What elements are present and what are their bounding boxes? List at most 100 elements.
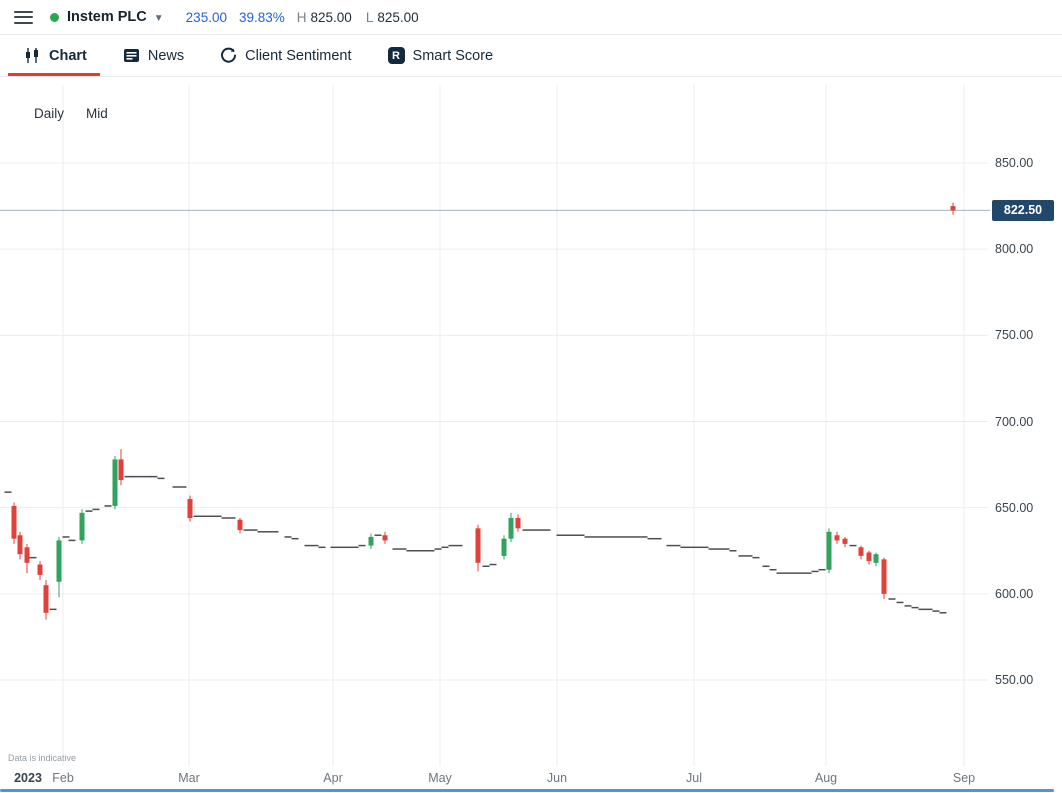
tab-client-sentiment-label: Client Sentiment	[245, 47, 352, 64]
tab-news-label: News	[147, 47, 185, 64]
candle-down	[866, 552, 872, 562]
timeframe-button[interactable]: Daily	[34, 106, 65, 121]
doji-candle	[522, 529, 530, 531]
doji-candle	[157, 477, 165, 480]
doji-candle	[563, 534, 571, 536]
doji-candle	[680, 546, 688, 549]
y-axis-label: 850.00	[995, 156, 1034, 170]
doji-candle	[207, 515, 215, 518]
doji-candle	[85, 510, 93, 512]
doji-candle	[598, 536, 606, 538]
top-bar: Instem PLC ▼ 235.00 39.83% H 825.00 L 825.…	[0, 0, 1062, 35]
doji-candle	[291, 537, 299, 540]
client-sentiment-icon	[220, 47, 237, 64]
doji-candle	[708, 548, 716, 550]
y-axis-label: 600.00	[995, 586, 1034, 601]
doji-candle	[228, 517, 236, 519]
tab-smart-score-label: Smart Score	[412, 47, 494, 64]
doji-candle	[591, 536, 599, 538]
doji-candle	[250, 529, 258, 531]
doji-candle	[911, 606, 919, 609]
doji-candle	[939, 612, 947, 614]
doji-candle	[406, 550, 414, 552]
doji-candle	[358, 544, 366, 547]
x-axis-month-label: Mar	[178, 771, 200, 785]
doji-candle	[221, 517, 229, 519]
candle-up	[56, 540, 62, 582]
doji-candle	[150, 475, 158, 478]
doji-candle	[811, 570, 819, 573]
doji-candle	[896, 601, 904, 604]
doji-candle	[570, 534, 578, 536]
doji-candle	[536, 529, 544, 531]
doji-candle	[68, 539, 76, 542]
doji-candle	[647, 537, 655, 540]
menu-icon[interactable]	[14, 10, 33, 24]
doji-candle	[626, 536, 634, 538]
x-axis-month-label: Jul	[686, 771, 702, 785]
y-axis-label: 750.00	[995, 328, 1034, 343]
tab-bar: Chart News Client Sentiment R Smart Scor…	[0, 35, 1062, 77]
doji-candle	[4, 491, 12, 493]
doji-candle	[790, 572, 798, 574]
candle-down	[237, 519, 243, 531]
doji-candle	[489, 563, 497, 566]
doji-candle	[804, 572, 812, 574]
candle-up	[508, 518, 514, 539]
doji-candle	[330, 546, 338, 549]
doji-candle	[556, 534, 564, 536]
candle-down	[11, 505, 17, 539]
doji-candle	[104, 505, 112, 507]
doji-candle	[413, 550, 421, 552]
doji-candle	[738, 555, 746, 557]
instrument-name[interactable]: Instem PLC	[67, 9, 147, 25]
doji-candle	[455, 544, 463, 547]
doji-candle	[214, 515, 222, 518]
doji-candle	[715, 548, 723, 550]
doji-candle	[200, 515, 208, 518]
doji-candle	[769, 568, 777, 571]
doji-candle	[918, 608, 926, 611]
market-open-dot	[50, 12, 59, 22]
doji-candle	[584, 536, 592, 538]
tab-client-sentiment[interactable]: Client Sentiment	[220, 35, 352, 76]
candle-down	[881, 559, 887, 594]
price-change-percent: 39.83%	[238, 9, 285, 25]
chevron-down-icon[interactable]: ▼	[153, 12, 164, 24]
doji-candle	[633, 536, 641, 538]
doji-candle	[124, 475, 132, 478]
candle-down	[37, 564, 43, 575]
tab-chart-label: Chart	[49, 47, 87, 64]
current-price-badge: 822.50	[992, 199, 1054, 221]
doji-candle	[257, 531, 265, 533]
doji-candle	[577, 534, 585, 536]
doji-candle	[482, 565, 490, 568]
chart-icon	[24, 47, 41, 64]
doji-candle	[673, 544, 681, 547]
doji-candle	[399, 548, 407, 550]
doji-candle	[62, 536, 70, 538]
indicative-note: Data is indicative	[8, 753, 77, 763]
doji-candle	[701, 546, 709, 549]
tab-chart[interactable]: Chart	[8, 35, 100, 76]
candle-down	[475, 528, 481, 563]
doji-candle	[304, 544, 312, 547]
tab-smart-score[interactable]: R Smart Score	[387, 35, 494, 76]
doji-candle	[374, 534, 382, 536]
doji-candle	[612, 536, 620, 538]
doji-candle	[420, 550, 428, 552]
doji-candle	[605, 536, 613, 538]
doji-candle	[762, 565, 770, 568]
chart-scrollbar[interactable]	[0, 789, 1054, 792]
y-axis-label: 650.00	[995, 500, 1034, 515]
tab-news[interactable]: News	[123, 35, 184, 76]
doji-candle	[427, 550, 435, 552]
doji-candle	[193, 515, 201, 518]
candle-up	[79, 512, 85, 541]
y-axis-label: 800.00	[995, 242, 1034, 257]
price-type-button[interactable]: Mid	[86, 106, 108, 121]
doji-candle	[144, 475, 152, 478]
doji-candle	[745, 555, 753, 557]
doji-candle	[264, 531, 272, 533]
doji-candle	[849, 544, 857, 547]
